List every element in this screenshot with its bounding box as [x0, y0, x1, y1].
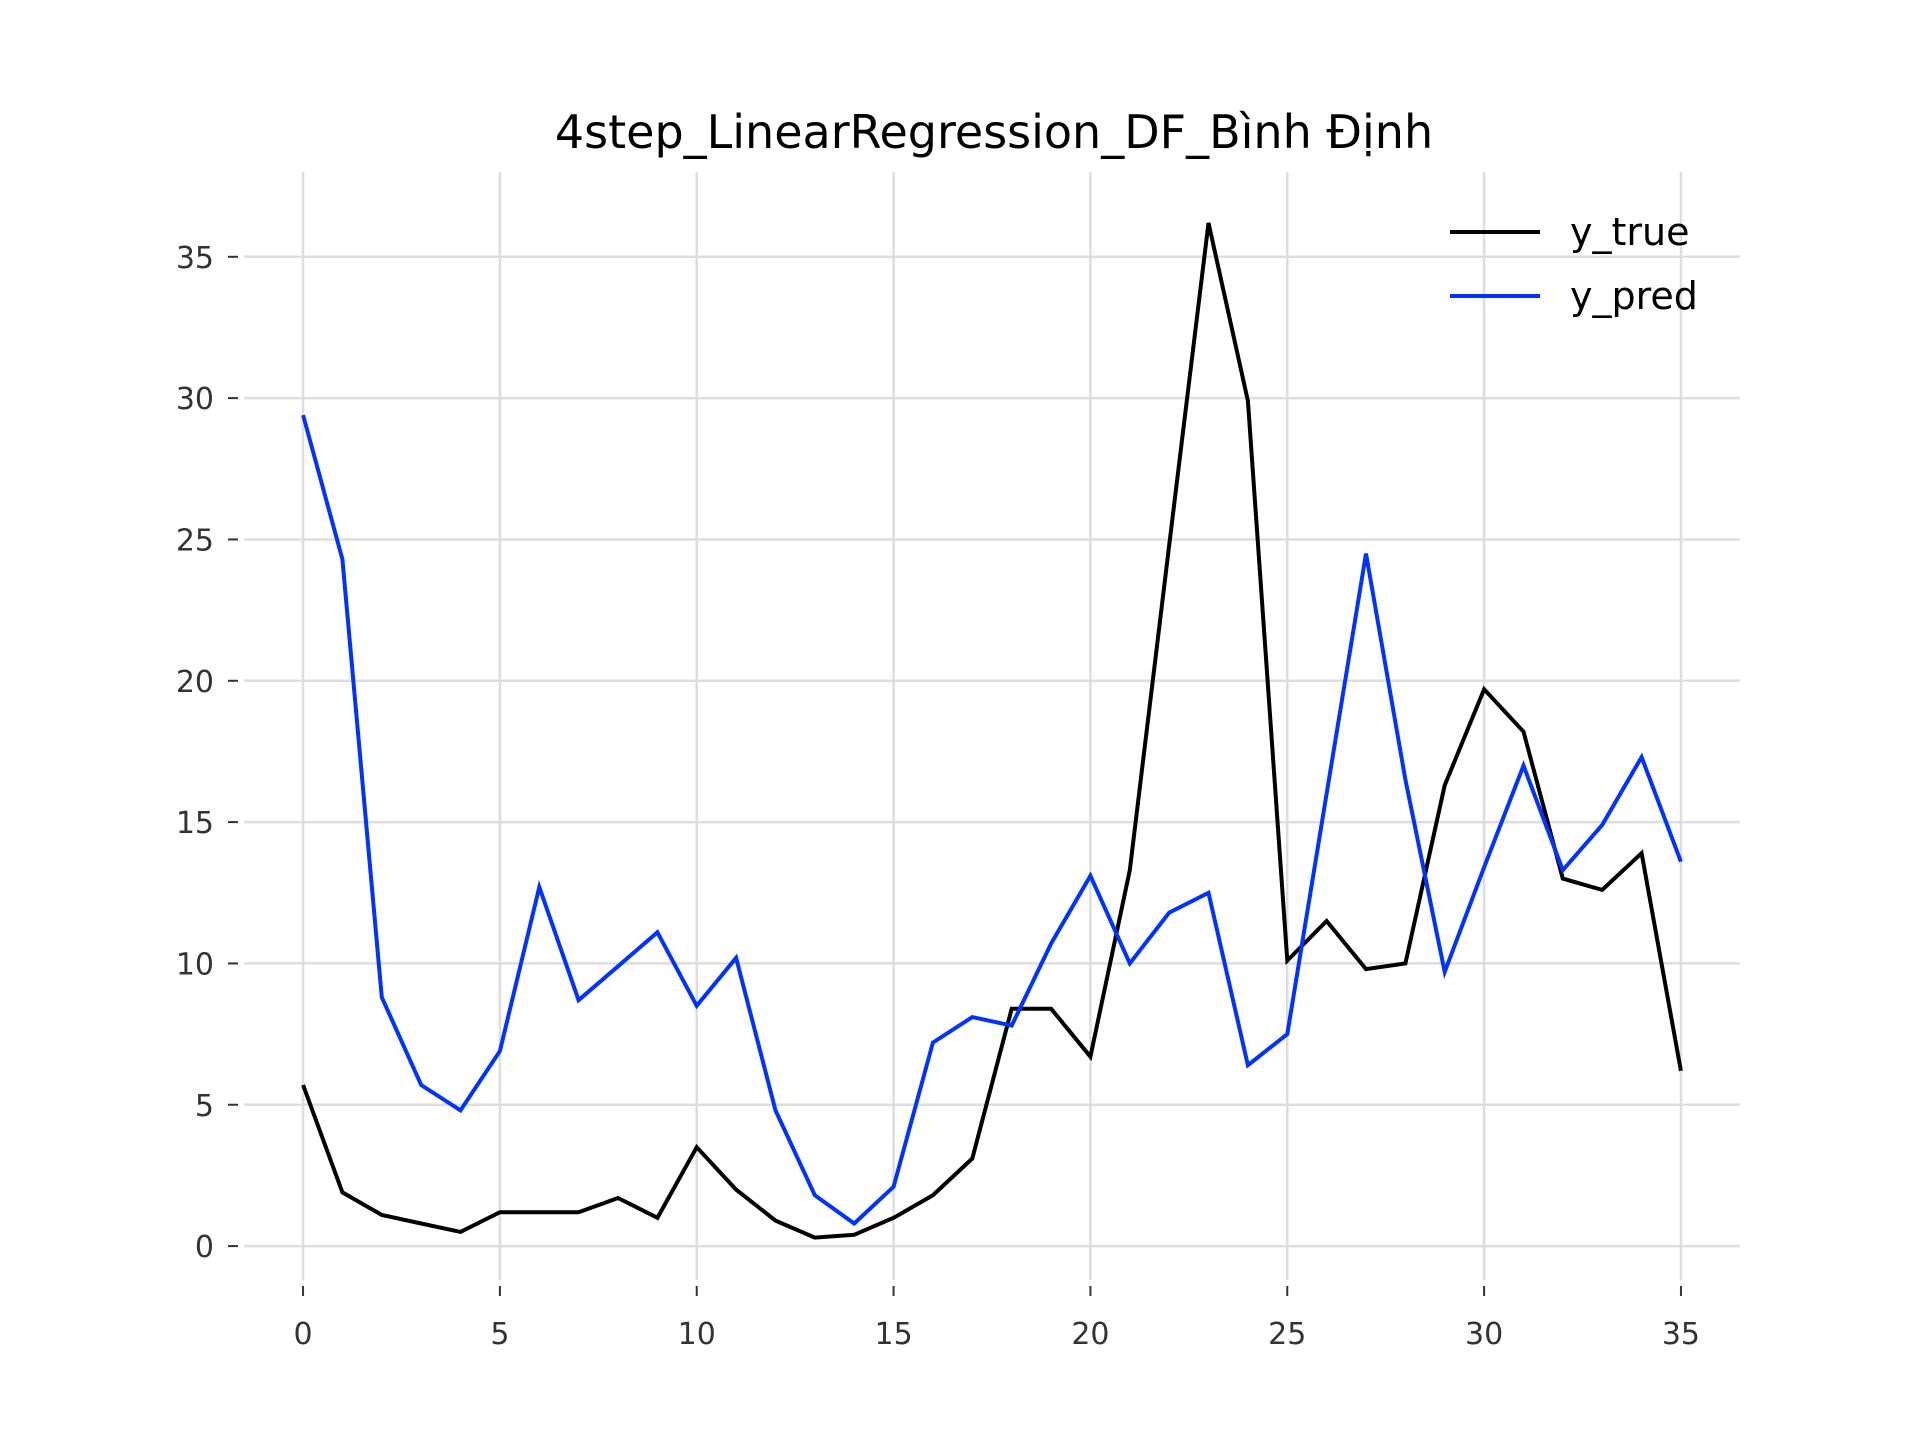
- grid-lines: [244, 172, 1740, 1280]
- y-tick-label: 0: [195, 1230, 214, 1265]
- x-tick-label: 5: [490, 1317, 509, 1352]
- x-tick-label: 25: [1268, 1317, 1306, 1352]
- series-line-y-pred: [301, 414, 1683, 1227]
- series-lines: [301, 222, 1683, 1240]
- y-axis: 0 5 10 15 20 25 30 35: [176, 241, 238, 1265]
- x-tick-label: 35: [1662, 1317, 1700, 1352]
- x-tick-label: 30: [1465, 1317, 1503, 1352]
- legend-label-y-pred: y_pred: [1570, 274, 1698, 318]
- y-tick-label: 10: [176, 947, 214, 982]
- x-axis: 0 5 10 15 20 25 30 35: [294, 1286, 1700, 1352]
- x-tick-label: 0: [294, 1317, 313, 1352]
- x-tick-label: 10: [678, 1317, 716, 1352]
- y-tick-label: 30: [176, 382, 214, 417]
- y-tick-label: 15: [176, 806, 214, 841]
- chart-title: 4step_LinearRegression_DF_Bình Định: [555, 105, 1433, 159]
- x-tick-label: 20: [1071, 1317, 1109, 1352]
- legend: y_true y_pred: [1450, 210, 1698, 318]
- y-tick-label: 5: [195, 1089, 214, 1124]
- y-tick-label: 25: [176, 523, 214, 558]
- y-tick-label: 20: [176, 665, 214, 700]
- series-line-y-true: [301, 222, 1683, 1240]
- x-tick-label: 15: [874, 1317, 912, 1352]
- legend-label-y-true: y_true: [1570, 210, 1689, 254]
- y-tick-label: 35: [176, 241, 214, 276]
